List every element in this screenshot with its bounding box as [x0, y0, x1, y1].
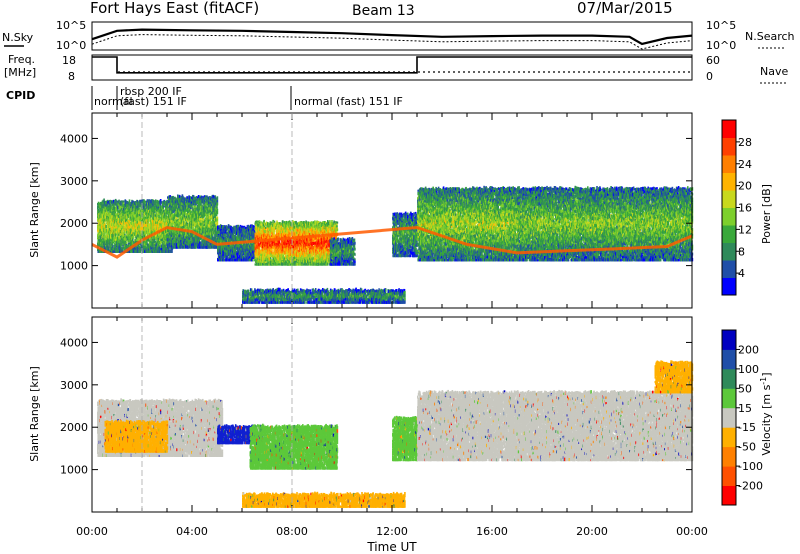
plot-title: Fort Hays East (fitACF) [90, 0, 259, 17]
power-colorbar: 4 8 12 16 20 24 28 [722, 120, 752, 296]
velocity-colorbar: -200 -100 -50 -15 15 50 100 200 [722, 330, 763, 506]
colorbar-tick-label: 200 [738, 343, 759, 356]
colorbar-tick-label: -50 [738, 441, 756, 454]
y-tick-label: 4000 [60, 132, 88, 145]
y-tick-label: 2000 [60, 217, 88, 230]
colorbar-swatch [722, 466, 736, 486]
power-region [392, 212, 418, 258]
x-tick-label: 00:00 [76, 525, 108, 538]
y-tick-label: 4000 [60, 336, 88, 349]
colorbar-tick-label: 15 [738, 402, 752, 415]
radar-summary-plot: Fort Hays East (fitACF) Beam 13 07/Mar/2… [0, 0, 800, 554]
colorbar-swatch [722, 173, 736, 191]
velocity-region [105, 420, 169, 453]
colorbar-swatch [722, 447, 736, 467]
time-axis: 00:00 04:00 08:00 12:00 16:00 20:00 00:00 [76, 525, 708, 538]
power-colorbar-label: Power [dB] [760, 184, 773, 244]
colorbar-swatch [722, 486, 736, 506]
colorbar-swatch [722, 260, 736, 278]
freq-strip: Freq. [MHz] 18 8 60 0 Nave [4, 53, 788, 83]
nsky-label: N.Sky [2, 31, 34, 44]
y-tick-label: 3000 [60, 175, 88, 188]
colorbar-tick-label: 20 [738, 180, 752, 193]
cpid-segment-normal-fast: normal (fast) 151 IF [294, 95, 403, 108]
colorbar-swatch [722, 155, 736, 173]
freq-tick-top: 18 [62, 54, 76, 67]
x-tick-label: 04:00 [176, 525, 208, 538]
velocity-region [250, 424, 339, 470]
nsearch-label: N.Search [745, 30, 795, 43]
velocity-region [392, 416, 418, 461]
colorbar-swatch [722, 120, 736, 138]
colorbar-tick-label: 12 [738, 223, 752, 236]
velocity-region [242, 492, 406, 508]
x-tick-label: 08:00 [276, 525, 308, 538]
colorbar-tick-label: -100 [738, 460, 763, 473]
colorbar-tick-label: -200 [738, 480, 763, 493]
nsky-line [92, 30, 692, 44]
nave-tick-top: 60 [706, 54, 720, 67]
y-tick-label: 3000 [60, 379, 88, 392]
colorbar-tick-label: 28 [738, 136, 752, 149]
colorbar-swatch [722, 138, 736, 156]
cpid-label: CPID [6, 89, 35, 102]
colorbar-swatch [722, 369, 736, 389]
velocity-region [655, 360, 694, 393]
velocity-region [417, 390, 693, 461]
y-tick-label: 1000 [60, 464, 88, 477]
nave-tick-bottom: 0 [706, 70, 713, 83]
colorbar-tick-label: -15 [738, 421, 756, 434]
power-ylabel: Slant Range [km] [28, 162, 41, 258]
nsky-tick-bottom: 10^0 [56, 39, 86, 52]
colorbar-swatch [722, 208, 736, 226]
x-tick-label: 20:00 [576, 525, 608, 538]
colorbar-swatch [722, 408, 736, 428]
x-tick-label: 16:00 [476, 525, 508, 538]
velocity-colorbar-label: Velocity [m s-1] [759, 372, 774, 455]
velocity-panel: 1000 2000 3000 4000 Slant Range [km] [28, 317, 693, 512]
beam-label: Beam 13 [352, 3, 415, 19]
colorbar-swatch [722, 330, 736, 350]
date-label: 07/Mar/2015 [577, 0, 673, 17]
colorbar-tick-label: 100 [738, 363, 759, 376]
nsky-strip: N.Sky 10^5 10^0 10^5 10^0 N.Search [2, 19, 795, 52]
nsearch-tick-bottom: 10^0 [706, 39, 736, 52]
freq-unit: [MHz] [4, 66, 36, 79]
colorbar-swatch [722, 243, 736, 261]
power-panel: 1000 2000 3000 4000 Slant Range [km] [28, 113, 693, 308]
colorbar-tick-label: 50 [738, 382, 752, 395]
colorbar-tick-label: 24 [738, 158, 752, 171]
nsky-tick-top: 10^5 [56, 19, 86, 32]
y-tick-label: 2000 [60, 421, 88, 434]
nsearch-tick-top: 10^5 [706, 19, 736, 32]
freq-tick-bottom: 8 [68, 70, 75, 83]
colorbar-tick-label: 8 [738, 245, 745, 258]
x-tick-label: 12:00 [376, 525, 408, 538]
colorbar-swatch [722, 349, 736, 369]
power-region [255, 220, 339, 266]
colorbar-tick-label: 16 [738, 202, 752, 215]
colorbar-swatch [722, 190, 736, 208]
nave-label: Nave [760, 65, 788, 78]
colorbar-swatch [722, 427, 736, 447]
power-region [242, 288, 406, 304]
colorbar-tick-label: 4 [738, 267, 745, 280]
cpid-strip: CPID normal rbsp 200 IF (fast) 151 IF no… [6, 85, 403, 110]
colorbar-swatch [722, 278, 736, 296]
freq-line [92, 57, 692, 73]
freq-label: Freq. [8, 53, 35, 66]
colorbar-swatch [722, 388, 736, 408]
time-axis-label: Time UT [366, 540, 417, 554]
colorbar-swatch [722, 225, 736, 243]
cpid-segment-rbsp-fast: (fast) 151 IF [120, 95, 187, 108]
velocity-ylabel: Slant Range [km] [28, 366, 41, 462]
x-tick-label: 00:00 [676, 525, 708, 538]
y-tick-label: 1000 [60, 260, 88, 273]
power-region [330, 237, 356, 266]
